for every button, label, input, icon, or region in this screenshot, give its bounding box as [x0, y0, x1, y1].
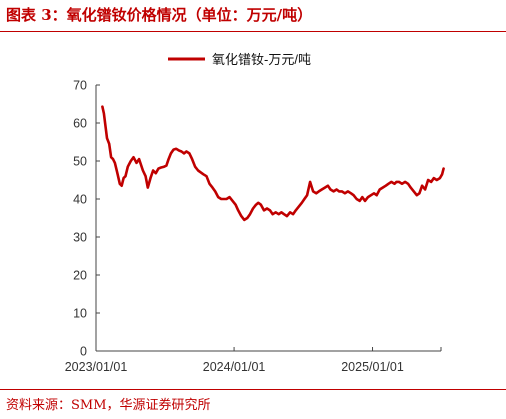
y-tick-label: 60	[73, 117, 87, 131]
y-tick-label: 50	[73, 155, 87, 169]
y-axis: 0 10 20 30 40 50 60 70	[73, 79, 100, 359]
figure-title: 图表 3：氧化镨钕价格情况（单位：万元/吨）	[6, 6, 313, 24]
source-note: 资料来源：SMM，华源证券研究所	[6, 398, 211, 413]
x-tick-label: 2025/01/01	[341, 360, 404, 374]
y-tick: 30	[73, 231, 100, 245]
title-divider	[0, 31, 506, 32]
y-tick-label: 10	[73, 307, 87, 321]
y-tick-label: 30	[73, 231, 87, 245]
y-tick: 60	[73, 117, 100, 131]
footer-divider	[0, 389, 506, 390]
x-tick-label: 2024/01/01	[203, 360, 266, 374]
y-tick: 20	[73, 269, 100, 283]
x-tick: 2024/01/01	[203, 347, 266, 374]
y-tick-label: 0	[80, 345, 87, 359]
legend-label: 氧化镨钕-万元/吨	[212, 52, 311, 67]
y-tick: 40	[73, 193, 100, 207]
y-tick-label: 40	[73, 193, 87, 207]
x-tick: 2023/01/01	[65, 347, 128, 374]
y-tick-label: 70	[73, 79, 87, 93]
chart-legend: 氧化镨钕-万元/吨	[168, 52, 311, 67]
y-tick: 50	[73, 155, 100, 169]
series-line-praseodymium-neodymium-oxide	[101, 105, 445, 222]
y-tick: 10	[73, 307, 100, 321]
y-tick-label: 20	[73, 269, 87, 283]
x-tick-label: 2023/01/01	[65, 360, 128, 374]
y-tick: 70	[73, 79, 100, 93]
x-axis: 2023/01/01 2024/01/01 2025/01/01	[65, 347, 442, 374]
x-tick: 2025/01/01	[341, 347, 404, 374]
